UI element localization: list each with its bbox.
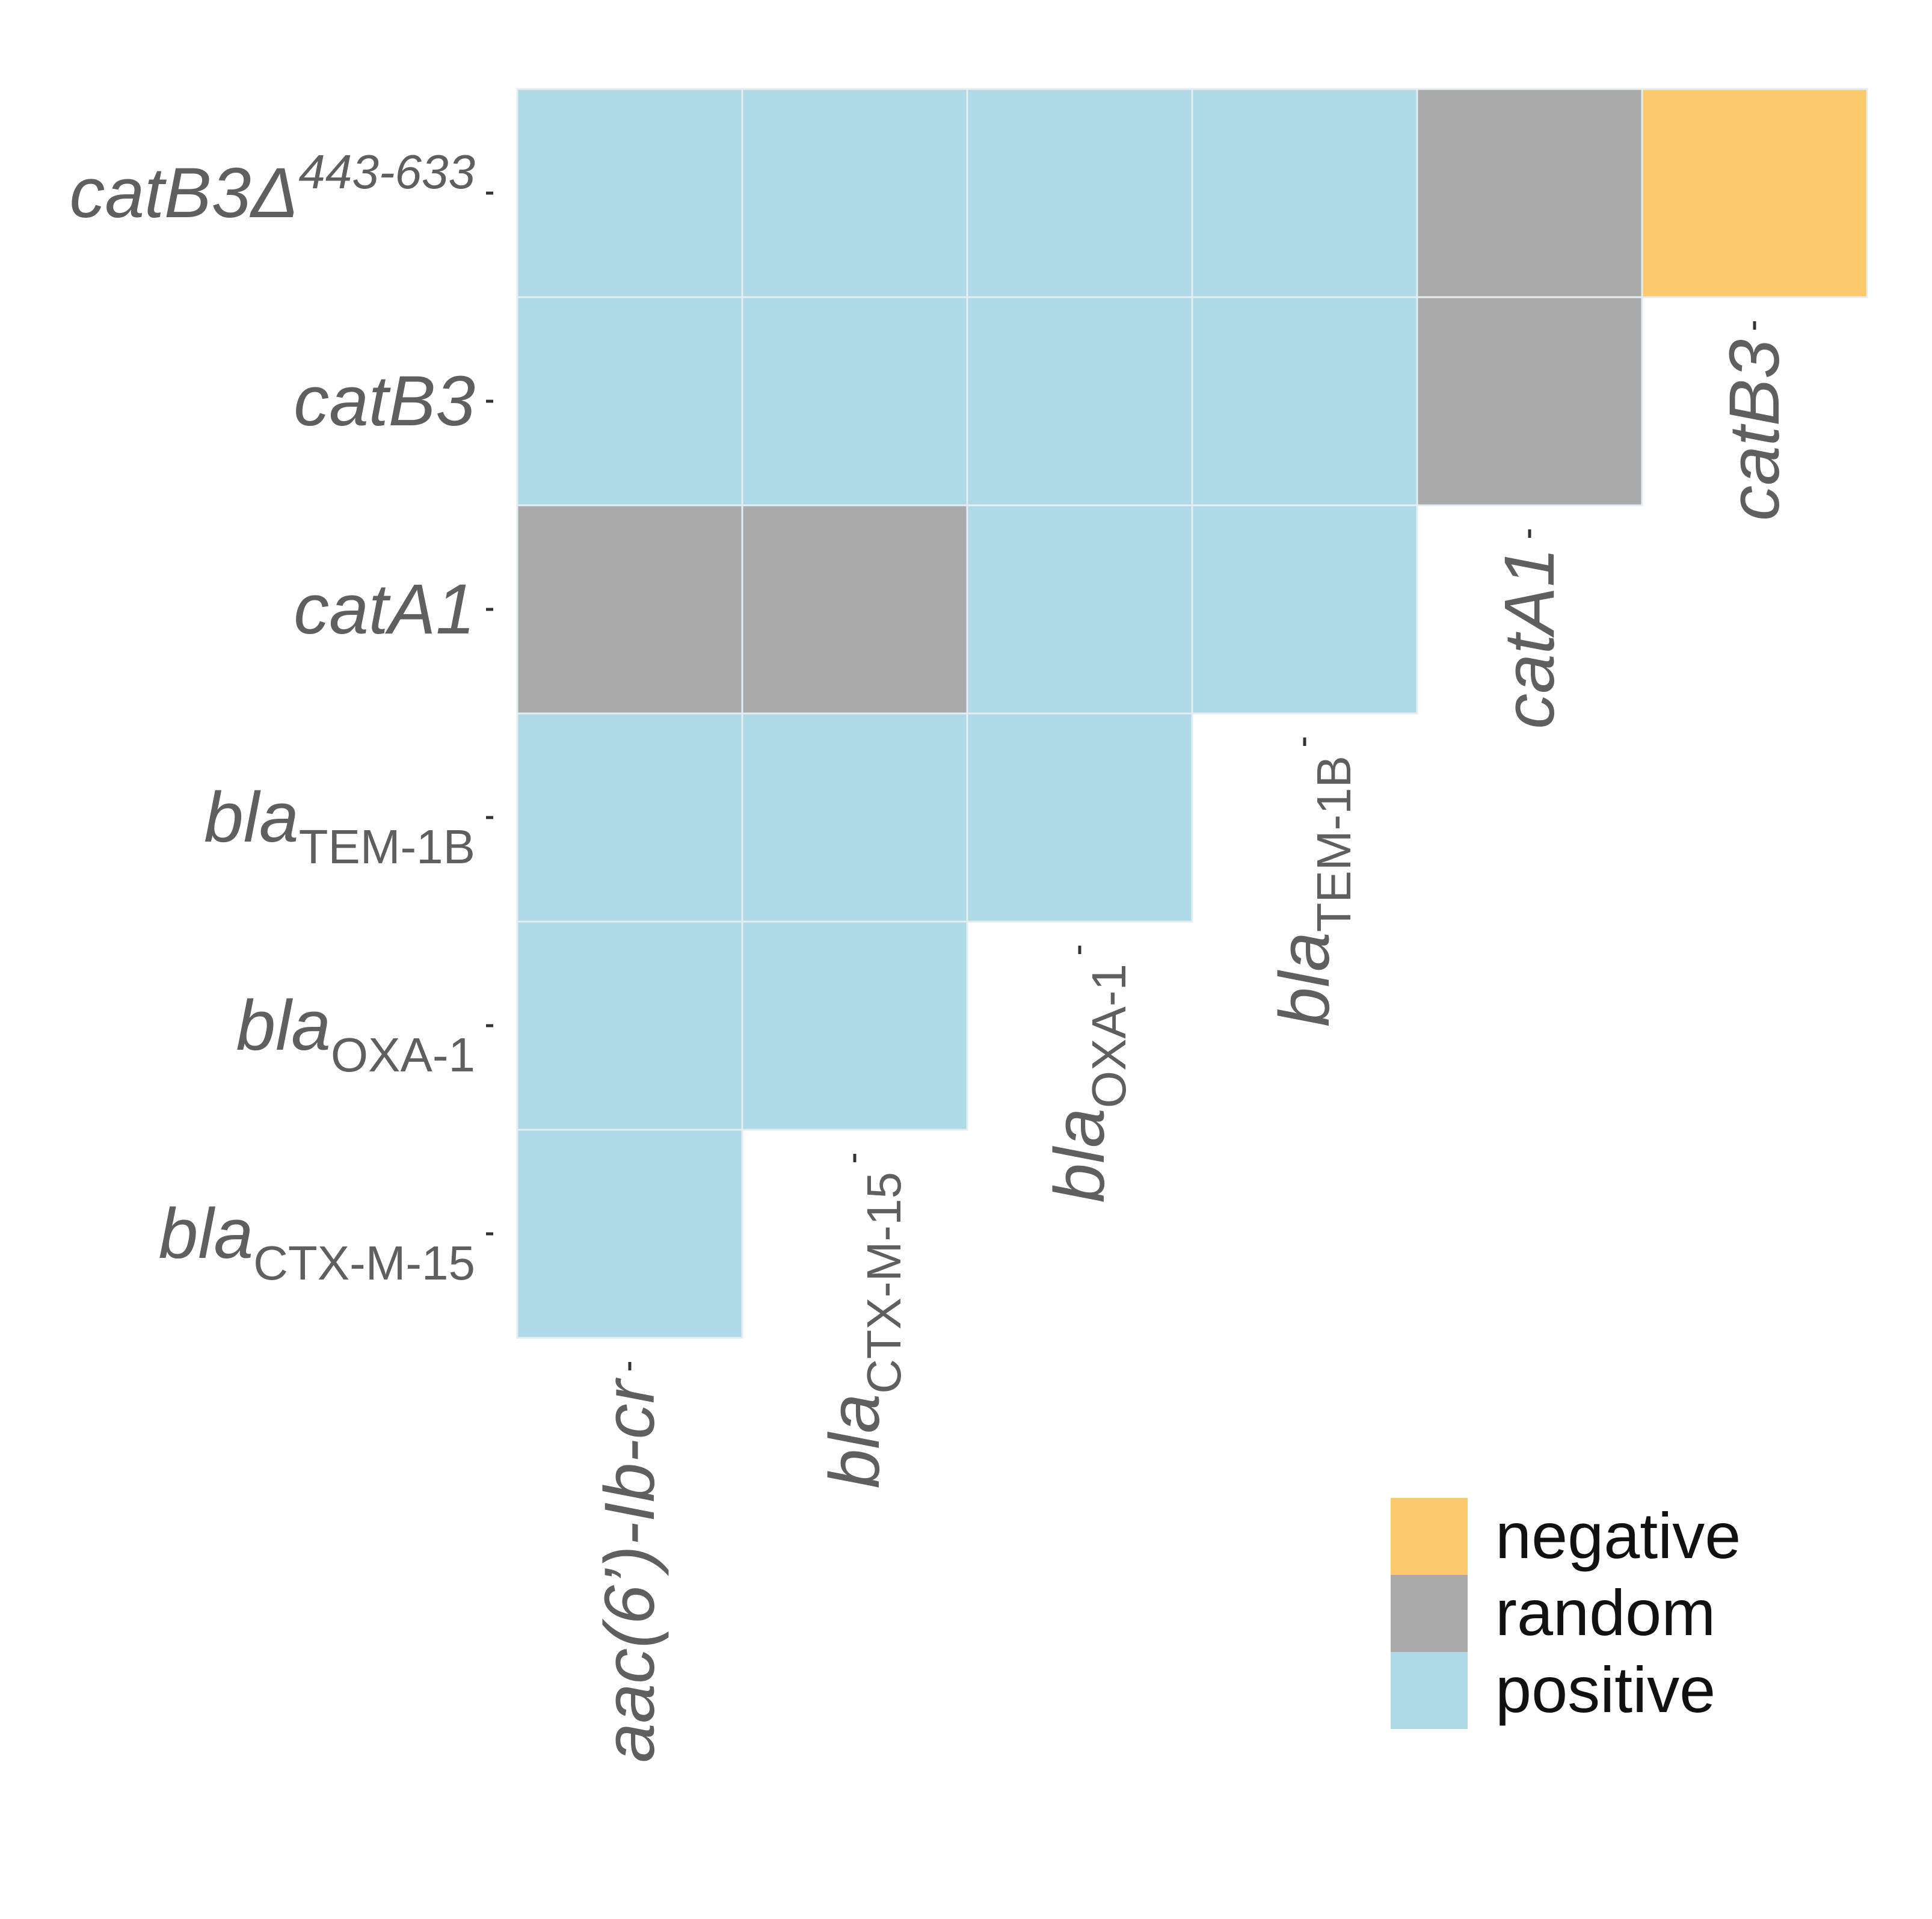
heatmap-cell-catb3-aac-6-ib-cr <box>516 296 743 507</box>
heatmap-cell-cata1-bla-tem-1b <box>1191 504 1418 715</box>
heatmap-cell-bla-tem-1b-bla-oxa-1 <box>966 712 1193 923</box>
legend-swatch-random <box>1391 1575 1468 1652</box>
heatmap-cells <box>516 88 1868 1339</box>
heatmap-cell-cata1-aac-6-ib-cr <box>516 504 743 715</box>
y-tick-label-cata1: catA1 <box>294 570 475 649</box>
heatmap-cell-catb3-bla-oxa-1 <box>966 296 1193 507</box>
heatmap-cell-catb3-443-633-cata1 <box>1416 88 1643 298</box>
legend-label-random: random <box>1495 1576 1715 1649</box>
heatmap-cell-catb3-443-633-catb3 <box>1641 88 1868 298</box>
y-tick-label-catb3: catB3 <box>294 362 475 441</box>
heatmap-cell-catb3-443-633-bla-tem-1b <box>1191 88 1418 298</box>
x-axis-labels: aac(6’)-Ib-cr blaCTX-M-15 blaOXA-1 blaTEM-1… <box>590 339 1794 1763</box>
heatmap-cell-catb3-bla-ctx-m-15 <box>741 296 968 507</box>
legend-swatch-positive <box>1391 1652 1468 1729</box>
heatmap-cell-bla-ctx-m-15-aac-6-ib-cr <box>516 1129 743 1339</box>
heatmap-cell-catb3-443-633-bla-ctx-m-15 <box>741 88 968 298</box>
heatmap-cell-bla-tem-1b-aac-6-ib-cr <box>516 712 743 923</box>
legend-label-positive: positive <box>1495 1653 1715 1726</box>
heatmap-cell-bla-oxa-1-bla-ctx-m-15 <box>741 920 968 1131</box>
heatmap-cell-catb3-443-633-bla-oxa-1 <box>966 88 1193 298</box>
heatmap-cell-cata1-bla-ctx-m-15 <box>741 504 968 715</box>
heatmap-cell-catb3-bla-tem-1b <box>1191 296 1418 507</box>
y-tick-label-catb3-443-633: catB3Δ443-633 <box>69 145 475 233</box>
legend-label-negative: negative <box>1495 1499 1741 1572</box>
x-tick-label-bla-tem-1b: blaTEM-1B <box>1265 756 1361 1027</box>
x-tick-label-aac-6-ib-cr: aac(6’)-Ib-cr <box>590 1377 669 1763</box>
y-tick-label-bla-oxa-1: blaOXA-1 <box>236 986 475 1082</box>
heatmap-cell-cata1-bla-oxa-1 <box>966 504 1193 715</box>
y-tick-label-bla-tem-1b: blaTEM-1B <box>204 778 475 873</box>
legend-swatch-negative <box>1391 1498 1468 1575</box>
heatmap-cell-bla-oxa-1-aac-6-ib-cr <box>516 920 743 1131</box>
heatmap-cell-catb3-cata1 <box>1416 296 1643 507</box>
x-tick-label-catb3: catB3 <box>1715 339 1794 521</box>
heatmap-cell-catb3-443-633-aac-6-ib-cr <box>516 88 743 298</box>
y-axis-ticks <box>486 191 493 1236</box>
y-axis-labels: catB3Δ443-633 catB3 catA1 blaTEM-1B blaOXA-1… <box>69 145 475 1290</box>
y-tick-label-bla-ctx-m-15: blaCTX-M-15 <box>159 1194 475 1290</box>
x-tick-label-cata1: catA1 <box>1490 547 1569 729</box>
x-tick-label-bla-oxa-1: blaOXA-1 <box>1040 964 1136 1203</box>
x-tick-label-bla-ctx-m-15: blaCTX-M-15 <box>815 1172 911 1488</box>
heatmap-cell-bla-tem-1b-bla-ctx-m-15 <box>741 712 968 923</box>
x-axis-ticks <box>628 321 1756 1370</box>
